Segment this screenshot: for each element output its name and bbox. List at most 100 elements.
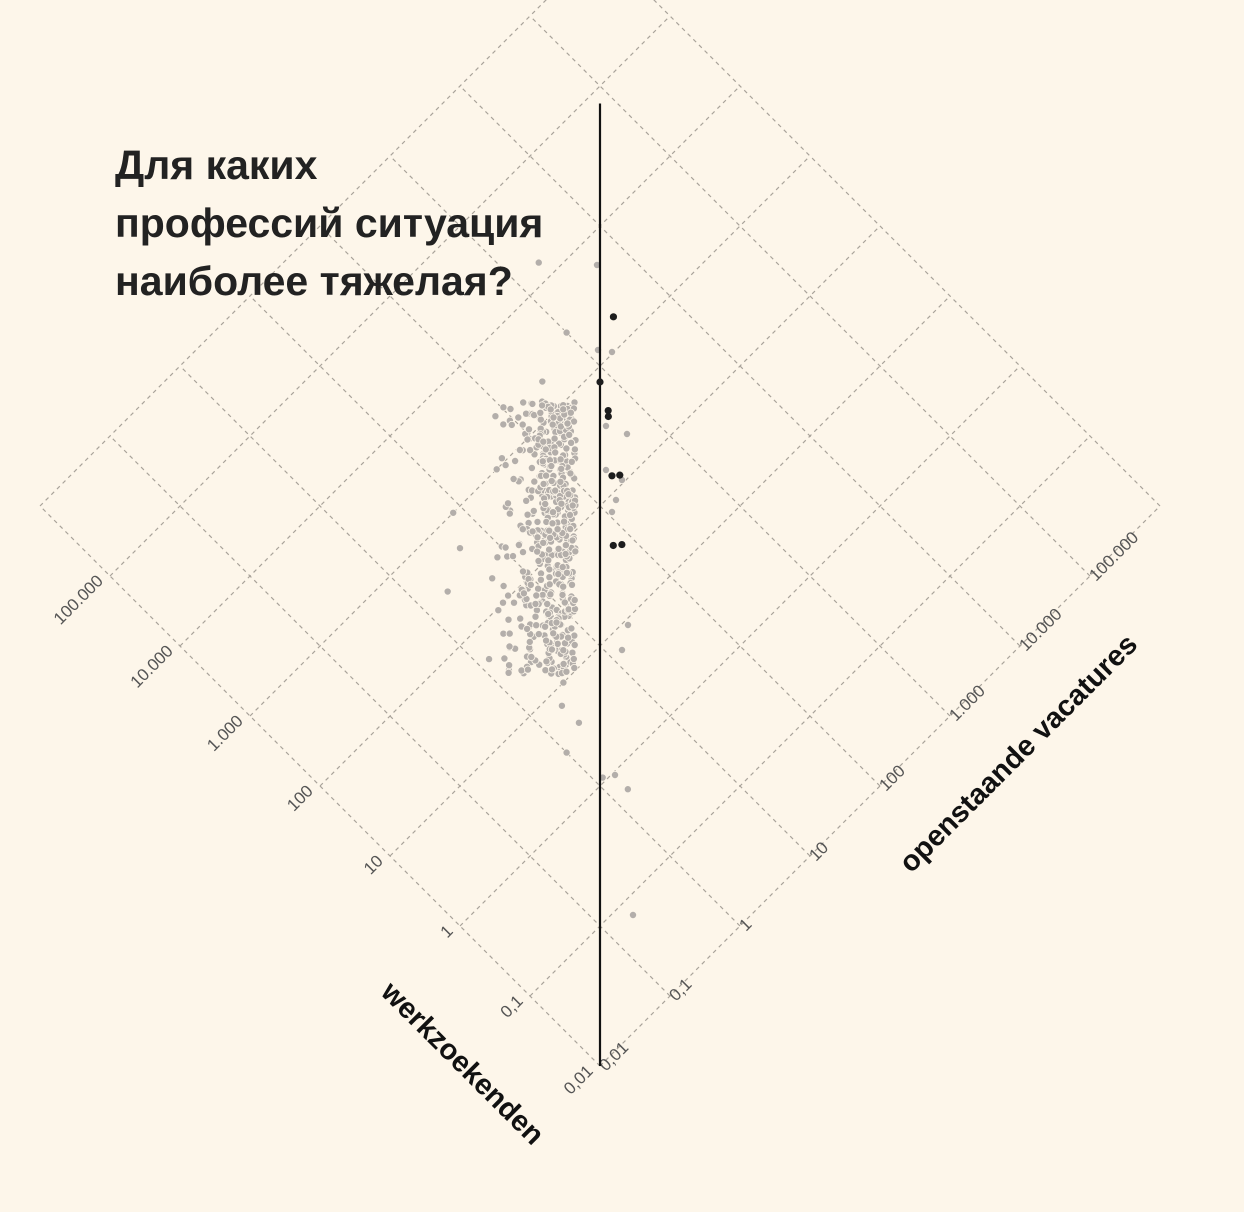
- y-tick-label: 10: [805, 838, 832, 865]
- highlighted-point: [609, 541, 617, 550]
- scatter-point: [566, 469, 575, 478]
- scatter-point: [526, 580, 535, 589]
- scatter-point: [507, 420, 516, 429]
- scatter-point: [511, 456, 520, 465]
- grid-line-werkzoekenden-2: [459, 365, 1021, 927]
- scatter-point: [560, 517, 569, 526]
- scatter-point: [527, 653, 536, 662]
- scatter-point: [623, 785, 632, 794]
- scatter-point: [569, 655, 578, 664]
- scatter-point: [549, 413, 558, 422]
- scatter-point: [528, 527, 537, 536]
- scatter-point: [536, 415, 545, 424]
- scatter-point: [527, 463, 536, 472]
- scatter-point: [545, 580, 554, 589]
- scatter-point: [523, 510, 532, 519]
- scatter-point: [503, 499, 512, 508]
- scatter-point: [564, 633, 573, 642]
- chart-title: Для каких профессий ситуация наиболее тя…: [115, 136, 635, 310]
- scatter-point: [500, 654, 509, 663]
- highlighted-point: [609, 313, 618, 321]
- scatter-point: [556, 477, 565, 486]
- scatter-point: [538, 377, 547, 386]
- scatter-point: [557, 499, 566, 508]
- grid-line-werkzoekenden-8: [39, 0, 547, 507]
- grid-line-vacatures-6: [459, 85, 1021, 647]
- scatter-point: [566, 525, 575, 534]
- scatter-point: [505, 661, 514, 670]
- scatter-points: [443, 258, 638, 920]
- scatter-point: [519, 398, 528, 407]
- scatter-point: [562, 667, 571, 676]
- scatter-point: [557, 701, 566, 710]
- highlighted-point: [596, 378, 604, 386]
- scatter-point: [624, 621, 633, 630]
- scatter-point: [558, 590, 567, 599]
- title-line-3: наиболее тяжелая?: [115, 258, 513, 304]
- scatter-point: [539, 479, 548, 488]
- title-line-2: профессий ситуация: [115, 200, 544, 246]
- y-tick-label: 10.000: [1015, 605, 1065, 655]
- scatter-point: [566, 408, 575, 417]
- scatter-point: [541, 622, 550, 631]
- scatter-point: [493, 553, 502, 562]
- scatter-point: [532, 621, 541, 630]
- scatter-point: [544, 556, 553, 565]
- scatter-point: [541, 666, 550, 675]
- scatter-point: [519, 589, 528, 598]
- scatter-point: [549, 629, 558, 638]
- scatter-point: [534, 584, 543, 593]
- scatter-point: [534, 630, 543, 639]
- scatter-point: [557, 464, 566, 473]
- scatter-point: [514, 541, 523, 550]
- x-tick-label: 0,01: [560, 1061, 597, 1098]
- scatter-point: [608, 347, 617, 356]
- scatter-point: [618, 646, 627, 655]
- scatter-point: [568, 536, 577, 545]
- title-line-1: Для каких: [115, 142, 318, 188]
- scatter-point: [562, 748, 571, 757]
- scatter-point: [548, 420, 557, 429]
- scatter-point: [539, 538, 548, 547]
- scatter-point: [525, 637, 534, 646]
- scatter-point: [534, 258, 543, 267]
- scatter-point: [501, 543, 510, 552]
- scatter-point: [543, 600, 552, 609]
- scatter-point: [505, 629, 514, 638]
- scatter-point: [539, 437, 548, 446]
- scatter-point: [608, 507, 617, 516]
- scatter-point: [542, 471, 551, 480]
- scatter-point: [554, 570, 563, 579]
- scatter-point: [518, 525, 527, 534]
- scatter-point: [562, 328, 571, 337]
- scatter-point: [602, 465, 611, 474]
- scatter-point: [505, 642, 514, 651]
- scatter-point: [536, 408, 545, 417]
- scatter-point: [506, 404, 515, 413]
- scatter-point: [530, 477, 539, 486]
- scatter-point: [501, 461, 510, 470]
- y-tick-label: 0,1: [665, 975, 695, 1005]
- y-axis-title: openstaande vacatures: [893, 628, 1144, 879]
- scatter-point: [533, 517, 542, 526]
- highlighted-point: [604, 406, 612, 415]
- scatter-point: [492, 465, 501, 474]
- scatter-point: [523, 665, 532, 674]
- scatter-point: [567, 457, 576, 466]
- scatter-point: [504, 668, 513, 677]
- grid-line-vacatures-7: [529, 15, 1091, 577]
- scatter-point: [544, 610, 553, 619]
- scatter-point: [623, 429, 632, 438]
- scatter-point: [548, 665, 557, 674]
- scatter-point: [515, 445, 524, 454]
- scatter-point: [567, 438, 576, 447]
- scatter-point: [542, 657, 551, 666]
- scatter-point: [488, 574, 497, 583]
- scatter-point: [541, 499, 550, 508]
- scatter-point: [546, 533, 555, 542]
- scatter-point: [629, 911, 638, 920]
- scatter-point: [531, 612, 540, 621]
- x-tick-label: 1: [437, 921, 457, 941]
- scatter-point: [498, 598, 507, 607]
